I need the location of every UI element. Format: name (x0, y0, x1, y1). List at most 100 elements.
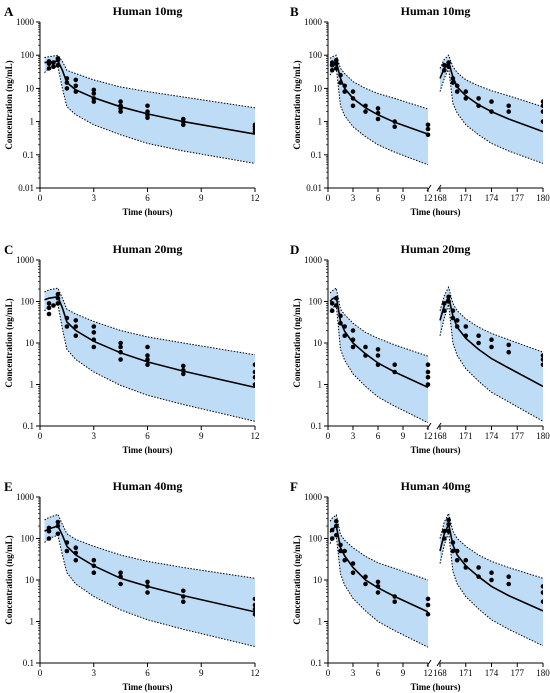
x-tick-label: 177 (511, 668, 525, 678)
median-line (439, 521, 543, 612)
data-point (506, 574, 512, 579)
data-point (450, 80, 456, 85)
data-point (55, 56, 61, 61)
y-tick-label: 100 (309, 50, 323, 60)
y-axis-label: Concentration (ng/mL) (4, 60, 14, 149)
y-tick-label: 0.1 (23, 150, 34, 160)
data-point (252, 369, 255, 375)
data-point (540, 99, 543, 104)
x-tick-label: 9 (401, 668, 406, 678)
y-tick-label: 1000 (16, 17, 35, 27)
y-axis-label: Concentration (ng/mL) (292, 298, 302, 387)
y-axis-label: Concentration (ng/mL) (292, 535, 302, 624)
y-tick-label: 10 (313, 575, 323, 585)
x-tick-label: 174 (485, 431, 499, 441)
median-line (44, 295, 255, 389)
x-tick-label: 177 (511, 193, 525, 203)
segment-0 (44, 54, 255, 164)
data-point (145, 103, 150, 109)
data-point (91, 344, 97, 350)
band-upper-edge (44, 513, 255, 579)
x-tick-label: 6 (145, 431, 150, 441)
data-point (450, 548, 456, 554)
data-point (73, 89, 79, 94)
data-point (540, 357, 543, 362)
data-point (73, 324, 79, 329)
data-point (442, 62, 447, 68)
data-point (506, 342, 512, 348)
band-lower-edge (329, 67, 429, 166)
y-tick-label: 0.01 (306, 183, 322, 193)
data-point (442, 528, 447, 534)
x-tick-label: 3 (351, 193, 356, 203)
panel-letter: B (290, 4, 299, 19)
data-point (425, 362, 431, 368)
y-tick-label: 1 (318, 617, 323, 627)
y-tick-label: 1 (30, 117, 35, 127)
data-point (91, 330, 97, 335)
x-tick-label: 12 (424, 431, 433, 441)
data-point (442, 68, 447, 73)
data-point (329, 68, 335, 73)
x-tick-label: 0 (326, 431, 331, 441)
data-point (506, 109, 512, 114)
y-tick-label: 100 (21, 297, 35, 307)
data-point (446, 522, 451, 527)
data-point (181, 368, 186, 373)
data-point (506, 103, 512, 109)
y-tick-label: 1 (30, 617, 35, 627)
y-tick-label: 1000 (16, 492, 35, 502)
x-tick-label: 3 (351, 431, 356, 441)
band-upper-edge (329, 514, 429, 581)
data-point (363, 581, 368, 587)
data-point (145, 109, 150, 114)
data-point (450, 308, 456, 314)
x-tick-label: 6 (376, 668, 381, 678)
x-tick-label: 168 (433, 668, 447, 678)
panel-f: 0 3 6 9 12 168 171 174 177 180 0.1 1 10 100 1000 Concen… (290, 479, 550, 692)
data-point (342, 83, 348, 89)
data-point (73, 83, 79, 89)
x-tick-label: 3 (92, 668, 97, 678)
data-point (118, 103, 123, 109)
y-tick-label: 0.01 (18, 183, 34, 193)
data-point (476, 565, 481, 570)
data-point (489, 344, 494, 350)
data-point (463, 89, 469, 94)
data-point (145, 579, 150, 585)
data-point (64, 548, 70, 554)
data-point (91, 570, 97, 575)
data-point (375, 362, 381, 368)
data-point (338, 72, 343, 78)
data-point (51, 64, 56, 69)
x-axis-label: Time (hours) (410, 207, 460, 217)
panel-title: Human 10mg (113, 4, 183, 18)
data-point (489, 109, 494, 114)
data-point (329, 301, 335, 306)
data-point (91, 87, 97, 93)
data-point (91, 99, 97, 104)
data-point (181, 599, 186, 604)
y-tick-label: 100 (309, 534, 323, 544)
axis-break-mark (436, 659, 442, 667)
data-point (181, 594, 186, 599)
x-tick-label: 171 (459, 193, 473, 203)
data-point (342, 548, 348, 554)
y-tick-label: 1 (30, 380, 35, 390)
data-point (446, 517, 451, 523)
data-point (73, 333, 79, 339)
segment-1 (439, 285, 543, 422)
axis-break-mark (436, 422, 442, 430)
panel-title: Human 10mg (401, 4, 471, 18)
data-point (252, 596, 255, 602)
x-tick-label: 0 (38, 668, 43, 678)
data-point (392, 369, 398, 375)
x-tick-label: 3 (92, 431, 97, 441)
data-point (64, 324, 70, 329)
x-tick-label: 0 (38, 193, 43, 203)
data-point (46, 528, 52, 534)
data-point (145, 353, 150, 358)
x-tick-label: 168 (433, 431, 447, 441)
data-point (91, 324, 97, 329)
data-point (46, 311, 52, 317)
